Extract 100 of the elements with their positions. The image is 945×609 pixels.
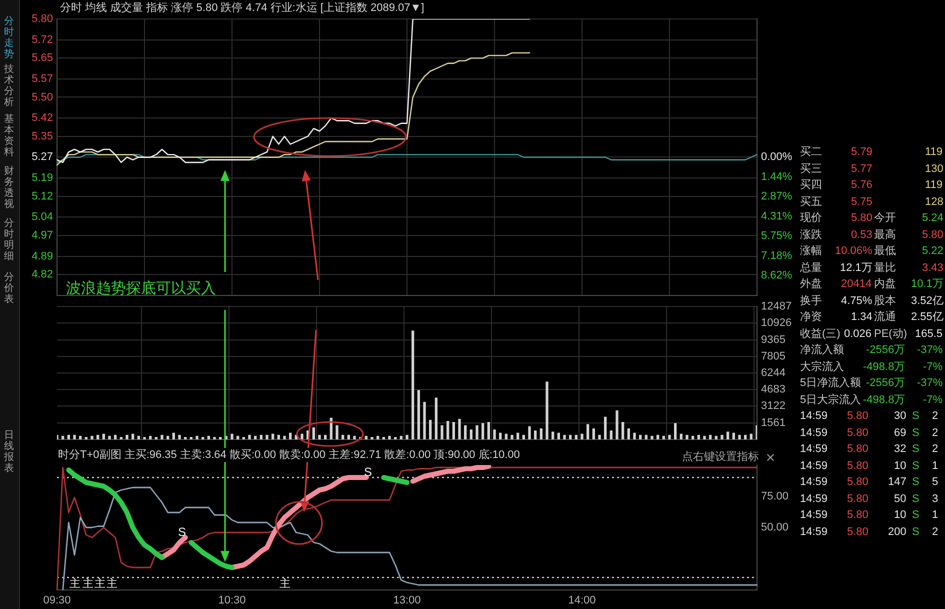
text: 14:59 xyxy=(800,508,828,522)
text: 换手 xyxy=(800,294,822,308)
bar xyxy=(510,434,514,440)
bar xyxy=(516,432,520,440)
text: 涨跌 xyxy=(800,228,822,242)
bar xyxy=(300,434,304,440)
bar xyxy=(412,330,414,440)
bar xyxy=(726,432,730,440)
text: S xyxy=(912,442,920,456)
bar xyxy=(336,425,338,440)
y-tick-label: 3122 xyxy=(761,400,786,412)
text: 买三 xyxy=(800,162,822,176)
text: 内盘 xyxy=(874,277,896,291)
bar xyxy=(592,428,595,440)
text: 119 xyxy=(925,178,943,192)
text: 5.75 xyxy=(851,194,872,208)
text: S xyxy=(912,426,920,440)
text: 3 xyxy=(932,492,938,506)
text: 147 xyxy=(888,475,906,489)
bar xyxy=(318,434,321,440)
bar xyxy=(738,434,741,440)
chart-title: 时分T+0副图 主买:96.35 主卖:3.64 散买:0.00 散卖:0.00 主差:92.71 散差:0.00 顶:90.00 底:10.00 xyxy=(56,448,522,462)
text: 5.80 xyxy=(847,475,868,489)
bar xyxy=(90,436,94,440)
text: 1.34 xyxy=(851,310,872,324)
y-tick-label: 4.97 xyxy=(32,229,53,242)
text: 5.77 xyxy=(851,162,872,176)
text: 技术分析 xyxy=(4,64,15,108)
bar xyxy=(686,434,688,440)
text: 2.55亿 xyxy=(911,310,944,324)
y2-tick-label: 0.00% xyxy=(761,151,792,164)
text: -37% xyxy=(917,376,943,390)
bar xyxy=(73,434,76,440)
bar xyxy=(534,430,537,440)
y-tick-label: 5.19 xyxy=(32,172,53,184)
annotation: 波浪趋势探底可以买入 xyxy=(66,280,216,298)
y-tick-label: 5.50 xyxy=(32,91,53,104)
text: 5.80 xyxy=(847,426,868,440)
bar xyxy=(598,434,601,440)
text: 财务透视 xyxy=(4,166,15,210)
bar xyxy=(720,434,724,440)
text: 5日大宗流入 xyxy=(800,392,862,406)
text: 0.026 xyxy=(844,326,872,340)
text: 分时明细 xyxy=(4,218,15,262)
text: 3.52亿 xyxy=(911,294,944,308)
bar xyxy=(470,430,472,440)
bar xyxy=(388,436,391,440)
text: 5.80 xyxy=(847,524,868,538)
text: 总量 xyxy=(800,260,822,274)
bar xyxy=(370,436,374,440)
y-tick-label: 12487 xyxy=(761,300,792,313)
bar xyxy=(674,423,677,440)
y-tick-label: 4683 xyxy=(761,384,786,396)
bar xyxy=(126,434,128,440)
text: 10 xyxy=(894,508,906,522)
bar xyxy=(622,422,624,440)
text: 买二 xyxy=(800,145,822,159)
annotation: 主 xyxy=(70,577,80,591)
text: 流通 xyxy=(874,310,896,324)
text: 2 xyxy=(932,409,938,423)
text: -2556万 xyxy=(866,376,906,390)
text: 10.06% xyxy=(835,244,872,258)
text: 5.80 xyxy=(847,442,868,456)
bar xyxy=(230,434,234,440)
bar xyxy=(458,418,461,440)
annotation: 主 xyxy=(82,577,94,591)
text: 1 xyxy=(932,508,938,522)
text: 14:59 xyxy=(800,409,828,423)
bar xyxy=(552,432,554,440)
bar xyxy=(248,434,251,440)
text: 涨幅 xyxy=(800,244,822,258)
bar xyxy=(557,432,560,440)
text: 分价表 xyxy=(4,272,15,305)
y-tick-label: 4.82 xyxy=(32,268,53,281)
text: 14:59 xyxy=(800,475,828,489)
y-tick-label: 6244 xyxy=(761,367,786,380)
text: 2 xyxy=(932,426,938,440)
text: 外盘 xyxy=(800,277,822,291)
y-tick-label: 5.04 xyxy=(32,211,53,224)
bar xyxy=(540,428,542,440)
y2-tick-label: 7.18% xyxy=(761,250,792,262)
bar xyxy=(633,432,636,440)
text: 5 xyxy=(932,475,938,489)
bar xyxy=(604,416,607,440)
annotation: 主 xyxy=(94,577,106,591)
text: S xyxy=(912,524,920,538)
text: 14:59 xyxy=(800,458,828,472)
text: S xyxy=(912,409,920,423)
annotation: 主 xyxy=(280,577,290,591)
text: 2 xyxy=(932,524,938,538)
text: 日线报表 xyxy=(4,430,15,474)
bar xyxy=(650,436,654,440)
text: 5.80 xyxy=(847,508,868,522)
text: 最高 xyxy=(874,228,896,242)
bar xyxy=(143,436,146,440)
bar xyxy=(434,398,438,440)
bar xyxy=(464,425,467,440)
bar xyxy=(616,410,618,440)
y-tick-label: 5.65 xyxy=(32,52,53,64)
text: 最低 xyxy=(874,244,896,258)
